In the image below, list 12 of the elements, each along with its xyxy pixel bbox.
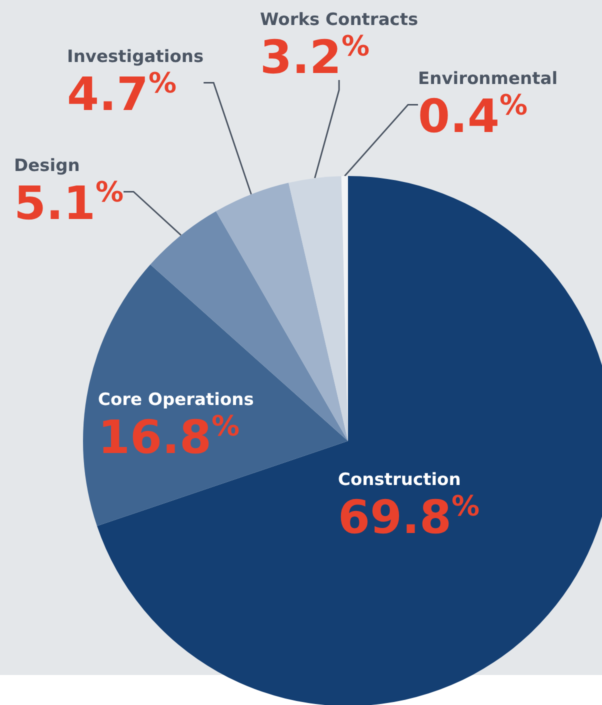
slice-label: Core Operations (98, 390, 254, 410)
data-label: 16.8% (98, 410, 240, 464)
data-label: 4.7% (67, 66, 177, 121)
data-label: 0.4% (418, 88, 528, 143)
slice-label: Design (14, 156, 80, 176)
data-label: 5.1% (14, 176, 124, 230)
slice-label: Works Contracts (260, 10, 418, 30)
slice-label: Construction (338, 470, 461, 490)
data-label: 69.8% (338, 490, 480, 544)
data-label: 3.2% (260, 30, 370, 84)
slice-label: Environmental (418, 69, 558, 89)
slice-label: Investigations (67, 47, 204, 67)
